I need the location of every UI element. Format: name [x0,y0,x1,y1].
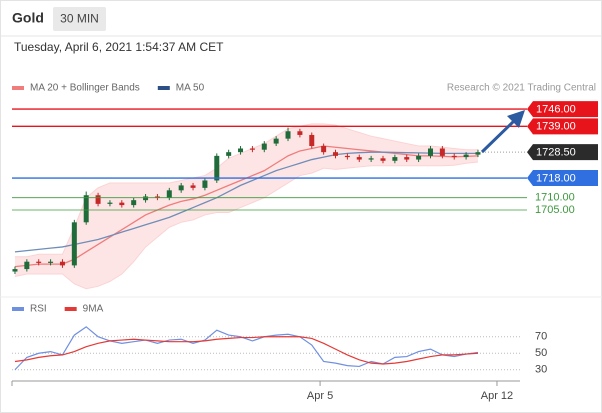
source: Research © 2021 Trading Central [447,83,596,94]
overlay: 1746.00 1739.00 1728.50 1718.00 1710.001705.… [12,101,598,216]
legend-label: MA 20 + Bollinger Bands [30,83,140,94]
legend-label: RSI [30,304,47,315]
candle-body [416,155,422,160]
level-tag [527,101,598,118]
candle-body [463,154,469,158]
candle-body [83,195,89,223]
candle-body [368,158,374,160]
candle-body [475,152,481,155]
y-tick-label: 70 [535,331,547,343]
indicator-line [14,326,479,371]
interval-button[interactable] [53,7,106,31]
x-tick-label: Apr 5 [307,390,333,402]
candle-body [202,180,208,188]
candle-body [392,157,398,161]
level-tag [527,170,598,187]
level-tag [527,118,598,135]
candle-body [119,202,125,206]
legend-label: 9MA [83,304,104,315]
candle-body [451,155,457,158]
level-label: 1728.50 [536,147,576,159]
arrow-shaft [480,118,517,154]
interval-label[interactable]: 30 MIN [60,12,99,26]
level-label: 1739.00 [536,121,576,133]
candle-body [226,152,232,156]
candle-body [427,148,433,156]
band-upper [14,123,478,258]
level-label: 1718.00 [536,172,576,184]
title: Gold [12,10,44,26]
candle-body [309,134,315,147]
datetime: Tuesday, April 6, 2021 1:54:37 AM CET [14,40,224,54]
candle-body [12,269,18,272]
level-label: 1705.00 [535,204,575,216]
candle-body [333,152,339,156]
legend-label: MA 50 [176,83,205,94]
candle-body [71,222,77,266]
candle-body [273,138,279,144]
candle-body [297,131,303,135]
y-tick-label: 30 [535,364,547,376]
candle-body [107,202,113,204]
candle-body [344,155,350,158]
candle-body [380,158,386,161]
y-tick-label: 50 [535,347,547,359]
candle-body [249,148,255,150]
band-lower [14,161,479,290]
level-label: 1710.00 [535,192,575,204]
candle-body [356,157,362,160]
candle-body [95,195,101,204]
candle-body [178,185,184,191]
x-tick-label: Apr 12 [481,390,513,402]
candle-body [261,143,267,150]
candle-body [48,261,54,263]
candle-body [321,146,327,153]
candle-body [24,261,30,270]
band-fill [14,123,478,289]
level-label: 1746.00 [536,104,576,116]
candle-body [238,148,244,153]
candle-body [166,190,172,198]
candle-body [154,196,160,198]
trend-arrow [480,110,525,154]
level-tag [527,144,598,161]
candle-body [439,148,445,156]
candle-body [285,131,291,139]
candle-body [143,196,149,201]
price-panel [12,123,481,290]
candle-body [59,261,65,266]
candle-body [214,155,220,181]
indicator-line [14,336,479,365]
candle-body [131,200,137,206]
ma-line [14,151,478,253]
candle-body [36,261,42,263]
arrow-head [507,110,525,128]
candle-body [404,157,410,160]
candle-body [190,185,196,188]
